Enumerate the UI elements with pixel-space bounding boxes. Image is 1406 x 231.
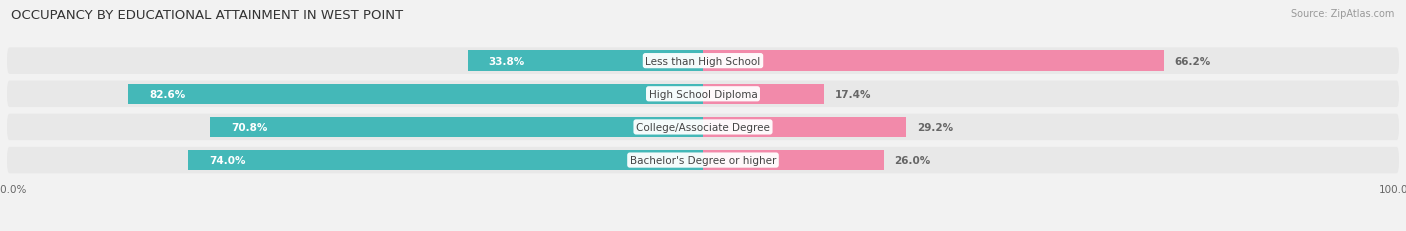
- Text: High School Diploma: High School Diploma: [648, 89, 758, 99]
- Text: 26.0%: 26.0%: [894, 155, 931, 165]
- FancyBboxPatch shape: [7, 147, 1399, 173]
- Text: 82.6%: 82.6%: [149, 89, 186, 99]
- Text: Bachelor's Degree or higher: Bachelor's Degree or higher: [630, 155, 776, 165]
- Text: College/Associate Degree: College/Associate Degree: [636, 122, 770, 132]
- FancyBboxPatch shape: [7, 114, 1399, 141]
- FancyBboxPatch shape: [7, 81, 1399, 108]
- Bar: [703, 117, 907, 138]
- Bar: [703, 51, 1164, 72]
- Text: Source: ZipAtlas.com: Source: ZipAtlas.com: [1291, 9, 1395, 19]
- Text: 74.0%: 74.0%: [209, 155, 246, 165]
- Bar: [703, 150, 884, 171]
- Text: OCCUPANCY BY EDUCATIONAL ATTAINMENT IN WEST POINT: OCCUPANCY BY EDUCATIONAL ATTAINMENT IN W…: [11, 9, 404, 22]
- FancyBboxPatch shape: [7, 48, 1399, 75]
- Text: Less than High School: Less than High School: [645, 56, 761, 66]
- Text: 66.2%: 66.2%: [1174, 56, 1211, 66]
- Bar: [188, 150, 703, 171]
- Text: 33.8%: 33.8%: [489, 56, 524, 66]
- Bar: [703, 84, 824, 105]
- Bar: [468, 51, 703, 72]
- Bar: [211, 117, 703, 138]
- Text: 70.8%: 70.8%: [231, 122, 267, 132]
- Text: 17.4%: 17.4%: [835, 89, 872, 99]
- Bar: [128, 84, 703, 105]
- Text: 29.2%: 29.2%: [917, 122, 953, 132]
